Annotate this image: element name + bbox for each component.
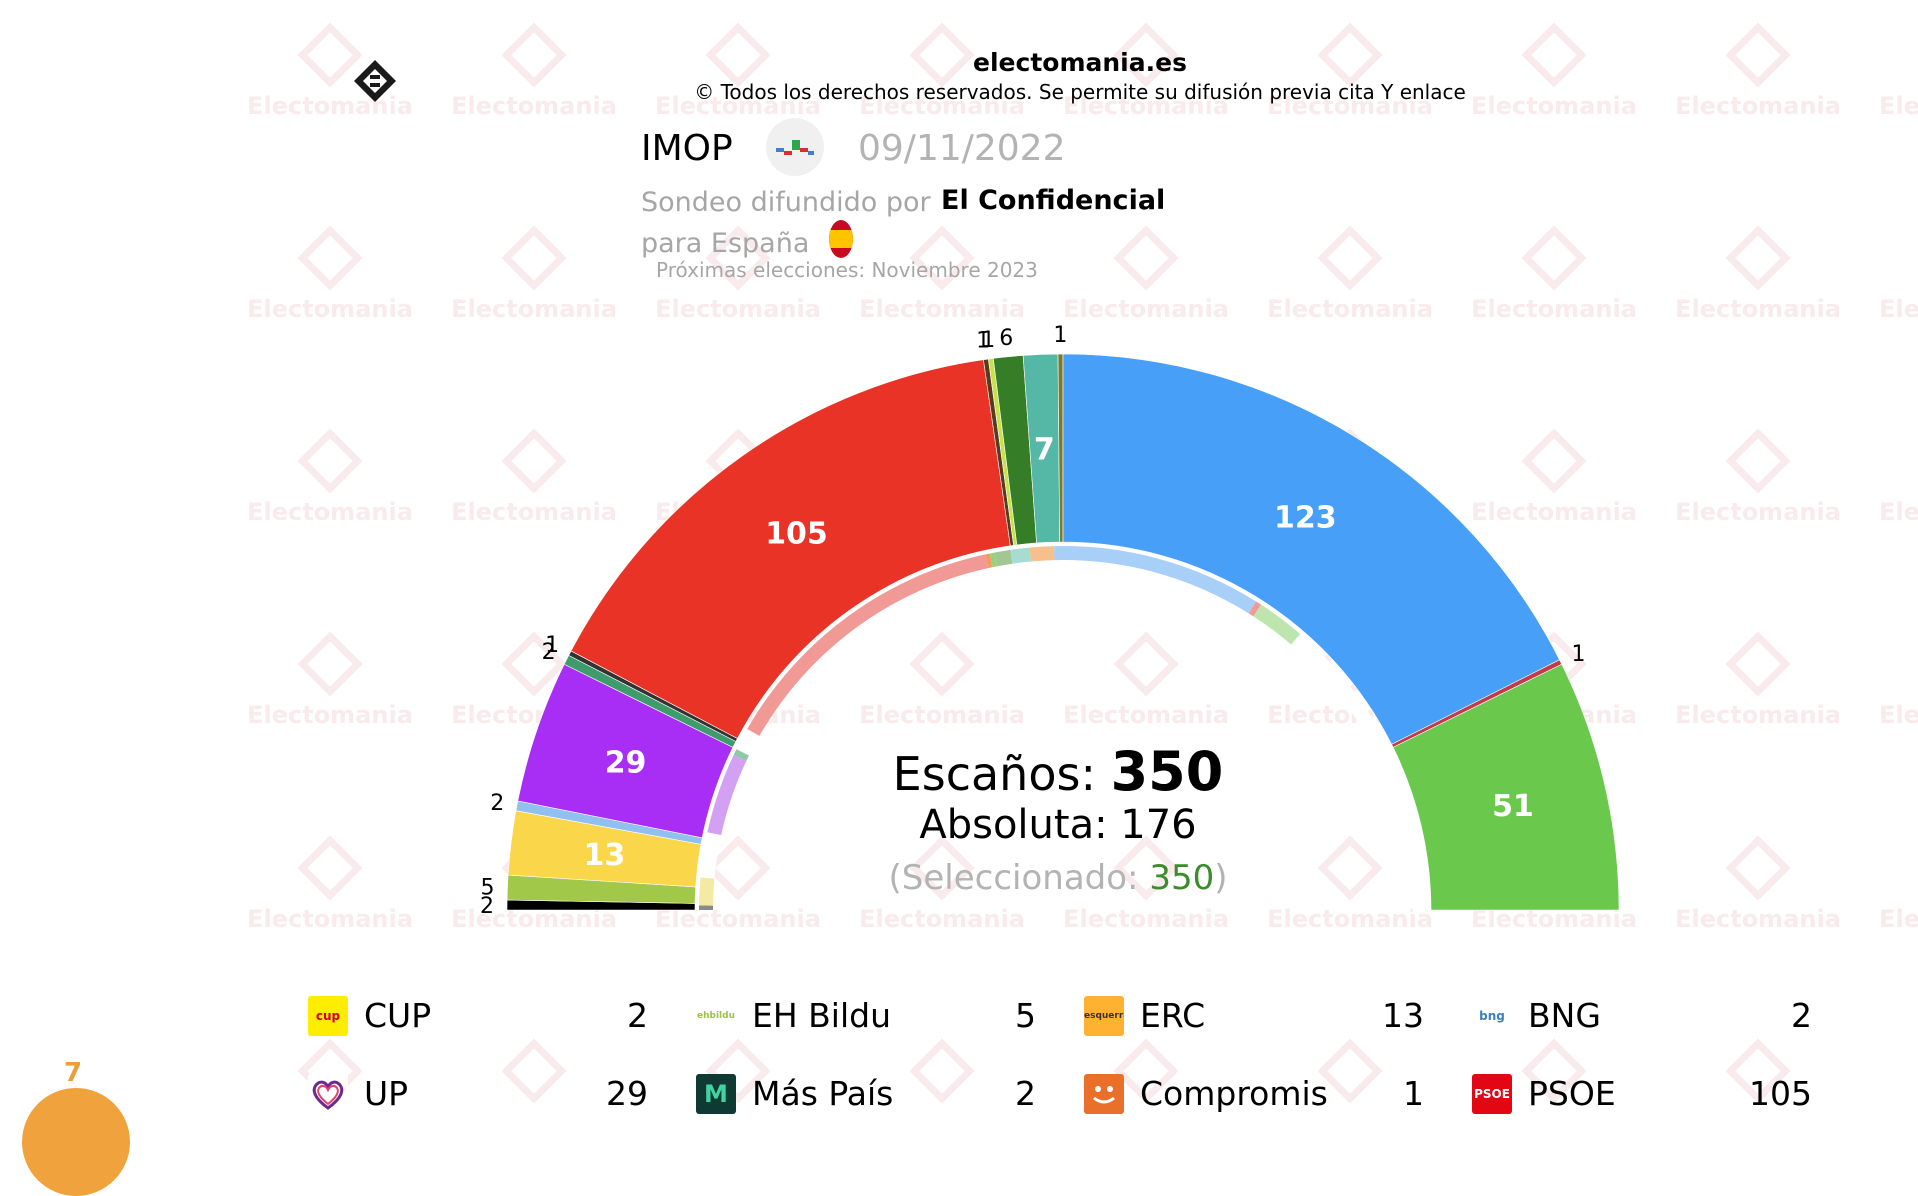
legend-party-name: ERC bbox=[1140, 996, 1206, 1035]
legend-seat-count: 29 bbox=[606, 1074, 648, 1113]
seat-label-upn: 1 bbox=[1572, 642, 1586, 667]
seat-label-jxcat: 1 bbox=[981, 328, 995, 353]
legend-item[interactable]: ehbildu EH Bildu 5 bbox=[696, 990, 1036, 1040]
legend-party-name: PSOE bbox=[1528, 1074, 1616, 1113]
majority-label: Absoluta: bbox=[919, 802, 1108, 848]
seat-label-eh-bildu: 5 bbox=[480, 876, 494, 901]
inner-ring-segment bbox=[994, 549, 1013, 567]
inner-ring-segment bbox=[1054, 545, 1257, 614]
inner-ring-segment bbox=[733, 749, 750, 761]
poll-graphic: Electomania Electomania Electomania Electom… bbox=[0, 22, 1918, 1196]
seat-segment-vox[interactable] bbox=[1392, 663, 1620, 911]
inner-ring-segment bbox=[1253, 604, 1301, 645]
seat-label-erc: 13 bbox=[584, 838, 626, 873]
site-name: electomania.es bbox=[973, 48, 1187, 77]
seat-label-cc: 7 bbox=[1034, 432, 1055, 467]
legend-party-name: Compromis bbox=[1140, 1074, 1328, 1113]
corner-badge-value: 7 bbox=[64, 1058, 83, 1088]
legend-seat-count: 13 bbox=[1382, 996, 1424, 1035]
mas-pais-logo-icon: M bbox=[696, 1074, 736, 1114]
legend-seat-count: 2 bbox=[627, 996, 648, 1035]
legend-seat-count: 1 bbox=[1403, 1074, 1424, 1113]
outer-ring bbox=[506, 353, 1620, 911]
byline-prefix: Sondeo difundido por bbox=[641, 187, 931, 218]
seat-segment-pp[interactable] bbox=[1062, 353, 1560, 745]
inner-ring-segment bbox=[1029, 546, 1055, 562]
cup-logo-icon: cup bbox=[308, 996, 348, 1036]
seat-label-vox: 51 bbox=[1492, 789, 1534, 824]
seat-label-compromis: 1 bbox=[545, 633, 559, 658]
legend-party-name: BNG bbox=[1528, 996, 1601, 1035]
legend-item[interactable]: bng BNG 2 bbox=[1472, 990, 1812, 1040]
seat-label-psoe: 105 bbox=[765, 517, 828, 552]
seat-label-pp: 123 bbox=[1274, 501, 1337, 536]
legend-item[interactable]: PSOE PSOE 105 bbox=[1472, 1068, 1812, 1118]
inner-ring bbox=[699, 545, 1427, 914]
seats-summary: Escaños: 350 bbox=[0, 740, 1918, 803]
seat-segment-psoe[interactable] bbox=[570, 359, 1011, 739]
erc-logo-icon: esquerra bbox=[1084, 996, 1124, 1036]
legend-seat-count: 2 bbox=[1791, 996, 1812, 1035]
selected-close: ) bbox=[1214, 858, 1228, 898]
seats-total: 350 bbox=[1110, 740, 1224, 803]
inner-ring-segment bbox=[985, 553, 993, 569]
legend-item[interactable]: M Más País 2 bbox=[696, 1068, 1036, 1118]
pollster-logo-icon bbox=[766, 118, 824, 176]
inner-ring-segment bbox=[1010, 547, 1032, 564]
seats-label: Escaños: bbox=[892, 747, 1096, 801]
poll-scope: para España bbox=[641, 228, 810, 259]
legend-item[interactable]: Compromis 1 bbox=[1084, 1068, 1424, 1118]
majority-summary: Absoluta: 176 bbox=[0, 802, 1918, 848]
copyright-notice: © Todos los derechos reservados. Se perm… bbox=[694, 80, 1466, 104]
next-elections: Próximas elecciones: Noviembre 2023 bbox=[656, 258, 1038, 282]
inner-ring-segment bbox=[1248, 601, 1262, 617]
inner-ring-segment bbox=[700, 832, 722, 879]
legend-party-name: EH Bildu bbox=[752, 996, 891, 1035]
seat-label-bng: 2 bbox=[490, 791, 504, 816]
legend-item[interactable]: UP 29 bbox=[308, 1068, 648, 1118]
legend-seat-count: 105 bbox=[1749, 1074, 1812, 1113]
inner-ring-segment bbox=[736, 728, 760, 756]
inner-ring-segment bbox=[699, 905, 714, 910]
inner-ring-segment bbox=[747, 554, 989, 736]
legend-party-name: CUP bbox=[364, 996, 432, 1035]
inner-ring-segment bbox=[707, 755, 747, 836]
legend-seat-count: 2 bbox=[1015, 1074, 1036, 1113]
selected-value: 350 bbox=[1149, 858, 1215, 898]
bng-logo-icon: bng bbox=[1472, 996, 1512, 1036]
legend-seat-count: 5 bbox=[1015, 996, 1036, 1035]
inner-ring-segment bbox=[1291, 633, 1427, 914]
media-name: El Confidencial bbox=[941, 185, 1166, 216]
compromis-logo-icon bbox=[1084, 1074, 1124, 1114]
poll-date: 09/11/2022 bbox=[858, 128, 1066, 169]
corner-badge-icon[interactable] bbox=[22, 1088, 130, 1196]
selected-label: (Seleccionado: bbox=[888, 858, 1139, 898]
majority-value: 176 bbox=[1120, 802, 1197, 848]
seat-label-up: 29 bbox=[605, 745, 647, 780]
seat-label-cs: 6 bbox=[999, 326, 1013, 351]
ehbildu-logo-icon: ehbildu bbox=[696, 996, 736, 1036]
seat-label-pnv: 2 bbox=[480, 894, 494, 919]
selected-summary: (Seleccionado: 350) bbox=[0, 858, 1918, 898]
seat-label-prc: 1 bbox=[976, 329, 990, 354]
inner-ring-segment bbox=[989, 552, 997, 568]
legend-party-name: UP bbox=[364, 1074, 409, 1113]
electomania-logo-icon bbox=[352, 58, 398, 104]
inner-ring-segment bbox=[699, 877, 715, 906]
legend-item[interactable]: cup CUP 2 bbox=[308, 990, 648, 1040]
seat-label-m-s-pa-s: 2 bbox=[542, 640, 556, 665]
seat-label-teruel-existe: 1 bbox=[1053, 323, 1067, 348]
legend-item[interactable]: esquerra ERC 13 bbox=[1084, 990, 1424, 1040]
spain-flag-icon bbox=[829, 220, 853, 258]
pollster-name: IMOP bbox=[641, 128, 733, 169]
psoe-logo-icon: PSOE bbox=[1472, 1074, 1512, 1114]
legend-party-name: Más País bbox=[752, 1074, 894, 1113]
up-heart-icon bbox=[308, 1074, 348, 1114]
